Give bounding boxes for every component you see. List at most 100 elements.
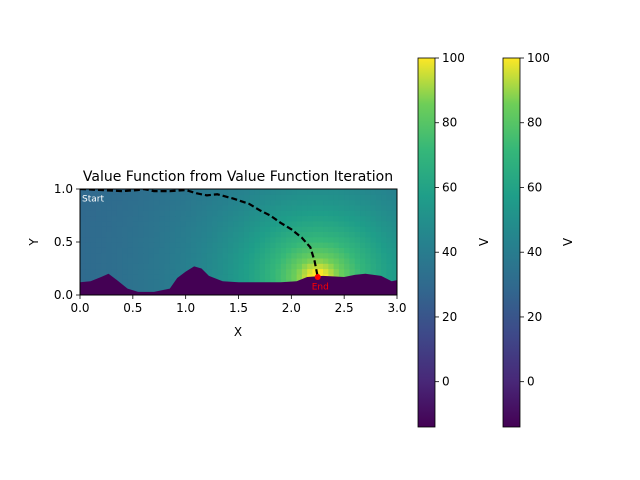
heatmap-cell [164, 268, 171, 275]
heatmap-cell [386, 236, 393, 243]
heatmap-cell [360, 236, 366, 243]
heatmap-cell [148, 204, 155, 211]
heatmap-cell [227, 220, 234, 227]
heatmap-cell [127, 252, 134, 259]
heatmap-cell [159, 226, 166, 232]
heatmap-cell [375, 231, 382, 238]
heatmap-cell [249, 236, 255, 243]
heatmap-cell [254, 231, 261, 238]
heatmap-cell [338, 220, 345, 227]
heatmap-cell [169, 242, 176, 248]
heatmap-cell [143, 231, 150, 238]
heatmap-cell [349, 194, 356, 201]
heatmap-cell [101, 220, 108, 227]
heatmap-cell [264, 236, 271, 243]
heatmap-cell [138, 236, 144, 243]
heatmap-cell [238, 242, 245, 248]
heatmap-cell [175, 231, 181, 238]
heatmap-cell [275, 220, 282, 227]
heatmap-cell [233, 199, 240, 206]
heatmap-cell [164, 279, 171, 285]
heatmap-cell [164, 189, 171, 195]
heatmap-cell [101, 252, 108, 259]
heatmap-cell [259, 189, 266, 195]
heatmap-cell [111, 215, 118, 222]
colorbar-tick-label: 100 [442, 51, 465, 65]
heatmap-cell [132, 268, 139, 275]
heatmap-cell [159, 215, 166, 222]
heatmap-cell [196, 242, 203, 248]
heatmap-cell [101, 199, 108, 206]
heatmap-cell [217, 236, 224, 243]
heatmap-cell [132, 279, 139, 285]
heatmap-cell [185, 263, 192, 270]
heatmap-cell [301, 247, 308, 254]
heatmap-cell [291, 252, 298, 259]
heatmap-cell [391, 242, 397, 248]
heatmap-cell [106, 247, 113, 254]
heatmap-cell [259, 199, 266, 206]
heatmap-cell [338, 236, 345, 243]
heatmap-cell [101, 194, 108, 201]
heatmap-cell [312, 226, 319, 232]
colorbar-tick-label: 20 [527, 310, 542, 324]
heatmap-cell [323, 215, 329, 222]
heatmap-cell [111, 231, 118, 238]
heatmap-cell [122, 220, 129, 227]
heatmap-cell [317, 199, 324, 206]
heatmap-cell [233, 279, 240, 285]
heatmap-cell [159, 204, 166, 211]
heatmap-cell [333, 263, 340, 270]
heatmap-cell [122, 210, 129, 217]
heatmap-cell [312, 268, 319, 275]
heatmap-cell [323, 194, 329, 201]
heatmap-cell [391, 252, 397, 259]
heatmap-cell [227, 247, 234, 254]
heatmap-cell [333, 242, 340, 248]
heatmap-cell [386, 247, 393, 254]
heatmap-cell [349, 231, 356, 238]
heatmap-cell [312, 236, 319, 243]
heatmap-cell [175, 220, 181, 227]
heatmap-cell [153, 263, 160, 270]
heatmap-cell [296, 268, 303, 275]
heatmap-cell [85, 210, 92, 217]
heatmap-cell [391, 199, 397, 206]
heatmap-cell [280, 204, 287, 211]
heatmap-cell [90, 231, 97, 238]
heatmap-cell [365, 268, 372, 275]
heatmap-cell [95, 210, 102, 217]
heatmap-cell [328, 215, 335, 222]
heatmap-cell [280, 231, 287, 238]
heatmap-cell [206, 252, 213, 259]
heatmap-cell [127, 220, 134, 227]
heatmap-cell [90, 189, 97, 195]
heatmap-cell [360, 199, 366, 206]
heatmap-cell [233, 273, 240, 280]
heatmap-cell [122, 252, 129, 259]
heatmap-cell [169, 210, 176, 217]
heatmap-cell [148, 215, 155, 222]
heatmap-cell [175, 204, 181, 211]
heatmap-cell [169, 279, 176, 285]
heatmap-cell [111, 252, 118, 259]
heatmap-cell [95, 268, 102, 275]
heatmap-cell [370, 247, 377, 254]
heatmap-cell [317, 226, 324, 232]
heatmap-cell [201, 204, 208, 211]
heatmap-cell [333, 220, 340, 227]
heatmap-cell [291, 204, 298, 211]
heatmap-cell [254, 268, 261, 275]
heatmap-cell [333, 247, 340, 254]
heatmap-cell [328, 226, 335, 232]
heatmap-cell [249, 231, 255, 238]
heatmap-cell [132, 189, 139, 195]
heatmap-cell [180, 226, 187, 232]
heatmap-cell [148, 268, 155, 275]
heatmap-cell [233, 204, 240, 211]
heatmap-cell [143, 273, 150, 280]
heatmap-cell [286, 257, 292, 264]
heatmap-cell [323, 236, 329, 243]
heatmap-cell [153, 268, 160, 275]
heatmap-cell [338, 194, 345, 201]
